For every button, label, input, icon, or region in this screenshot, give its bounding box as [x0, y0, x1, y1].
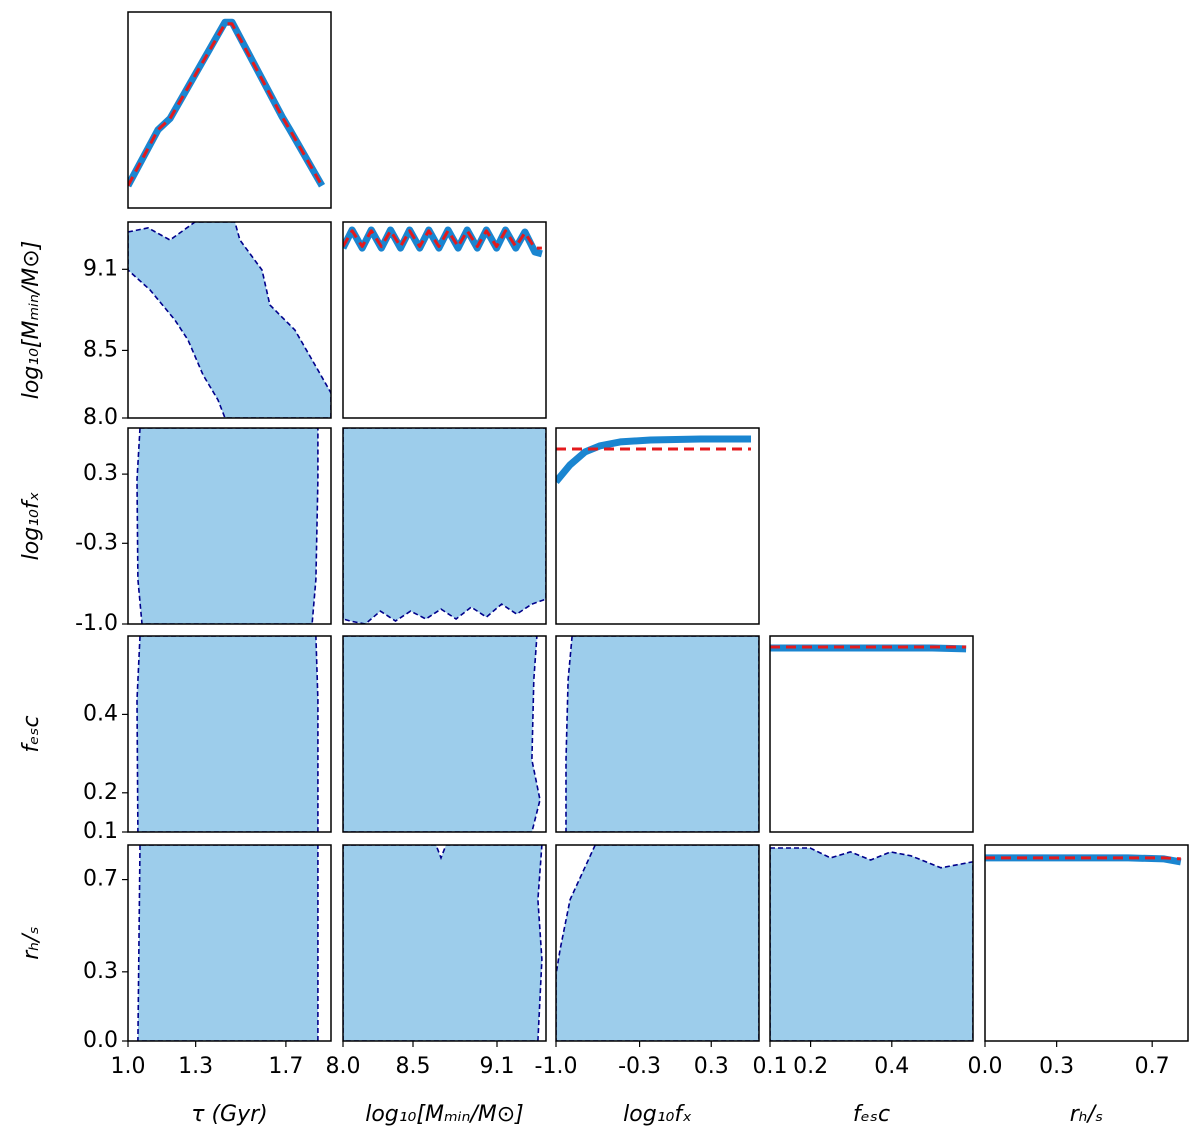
- panel: [136, 636, 319, 832]
- y-tick-label: 0.0: [83, 1028, 118, 1053]
- panel-frame: [127, 844, 332, 1042]
- x-axis-label: τ (Gyr): [191, 1102, 268, 1127]
- dashed-line: [985, 856, 1181, 861]
- y-tick-label: 8.0: [83, 405, 118, 430]
- contour-region: [136, 636, 319, 832]
- panel: [343, 226, 543, 258]
- panel: [343, 845, 543, 1041]
- panel-frame: [555, 844, 760, 1042]
- contour-region: [137, 845, 319, 1041]
- panel-frame: [127, 11, 332, 209]
- y-tick-label: -1.0: [75, 611, 118, 636]
- panel-frame: [342, 221, 547, 419]
- panel-frame: [555, 427, 760, 625]
- panel: [770, 847, 973, 1041]
- line: [556, 435, 751, 484]
- contour-region: [556, 845, 759, 1041]
- contour-region: [343, 636, 541, 832]
- y-axis-label: log₁₀fₓ: [19, 491, 44, 560]
- x-tick-label: 1.0: [111, 1054, 146, 1079]
- x-tick-label: 0.1: [753, 1054, 788, 1079]
- dashed-line: [343, 229, 542, 250]
- y-axis-label: fₑₛc: [19, 715, 44, 752]
- panel-frame: [555, 635, 760, 833]
- y-tick-label: 9.1: [83, 256, 118, 281]
- x-tick-label: 8.0: [326, 1054, 361, 1079]
- panel-frame: [342, 844, 547, 1042]
- line: [985, 854, 1182, 866]
- panel: [128, 222, 331, 418]
- panel: [985, 854, 1182, 866]
- panel: [137, 845, 319, 1041]
- x-tick-label: 0.3: [694, 1054, 729, 1079]
- panel-frame: [127, 635, 332, 833]
- contour-region: [343, 845, 543, 1041]
- panel-frame: [342, 427, 547, 625]
- line: [128, 18, 326, 188]
- panel-frame: [769, 635, 974, 833]
- y-tick-label: 0.1: [83, 819, 118, 844]
- contour-region: [136, 428, 319, 624]
- x-tick-label: -0.3: [618, 1054, 661, 1079]
- x-axis-label: log₁₀fₓ: [623, 1102, 692, 1127]
- x-tick-label: 1.7: [268, 1054, 303, 1079]
- panel: [770, 644, 967, 653]
- y-axis-label: rₕ/ₛ: [19, 926, 44, 959]
- x-tick-label: 1.3: [178, 1054, 213, 1079]
- x-tick-label: 0.0: [968, 1054, 1003, 1079]
- x-tick-label: 0.7: [1135, 1054, 1170, 1079]
- panel: [565, 636, 759, 832]
- contour-region: [565, 636, 759, 832]
- x-axis-label: log₁₀[Mₘᵢₙ/M⊙]: [365, 1102, 524, 1127]
- panel: [556, 435, 751, 484]
- y-tick-label: -0.3: [75, 530, 118, 555]
- x-tick-label: 0.4: [874, 1054, 909, 1079]
- x-axis-label: rₕ/ₛ: [1070, 1102, 1103, 1127]
- panel: [343, 636, 541, 832]
- panel: [136, 428, 319, 624]
- x-tick-label: 9.1: [480, 1054, 515, 1079]
- panel: [343, 428, 546, 624]
- y-tick-label: 0.7: [83, 867, 118, 892]
- panel-frame: [127, 427, 332, 625]
- panel-frame: [127, 221, 332, 419]
- y-tick-label: 0.3: [83, 461, 118, 486]
- x-tick-label: 8.5: [396, 1054, 431, 1079]
- panel-frame: [342, 635, 547, 833]
- panel-frame: [984, 844, 1189, 1042]
- panel-frame: [769, 844, 974, 1042]
- panel: [556, 845, 759, 1041]
- x-tick-label: 0.3: [1039, 1054, 1074, 1079]
- y-axis-label: log₁₀[Mₘᵢₙ/M⊙]: [19, 241, 44, 400]
- y-tick-label: 0.4: [83, 701, 118, 726]
- dashed-line: [128, 22, 324, 187]
- x-tick-label: 0.2: [793, 1054, 828, 1079]
- y-tick-label: 0.2: [83, 780, 118, 805]
- y-tick-label: 8.5: [83, 337, 118, 362]
- contour-region: [770, 847, 973, 1041]
- contour-region: [343, 428, 546, 624]
- panel: [128, 18, 326, 188]
- x-tick-label: -1.0: [535, 1054, 578, 1079]
- contour-region: [128, 222, 331, 418]
- y-tick-label: 0.3: [83, 959, 118, 984]
- x-axis-label: fₑₛc: [853, 1102, 890, 1127]
